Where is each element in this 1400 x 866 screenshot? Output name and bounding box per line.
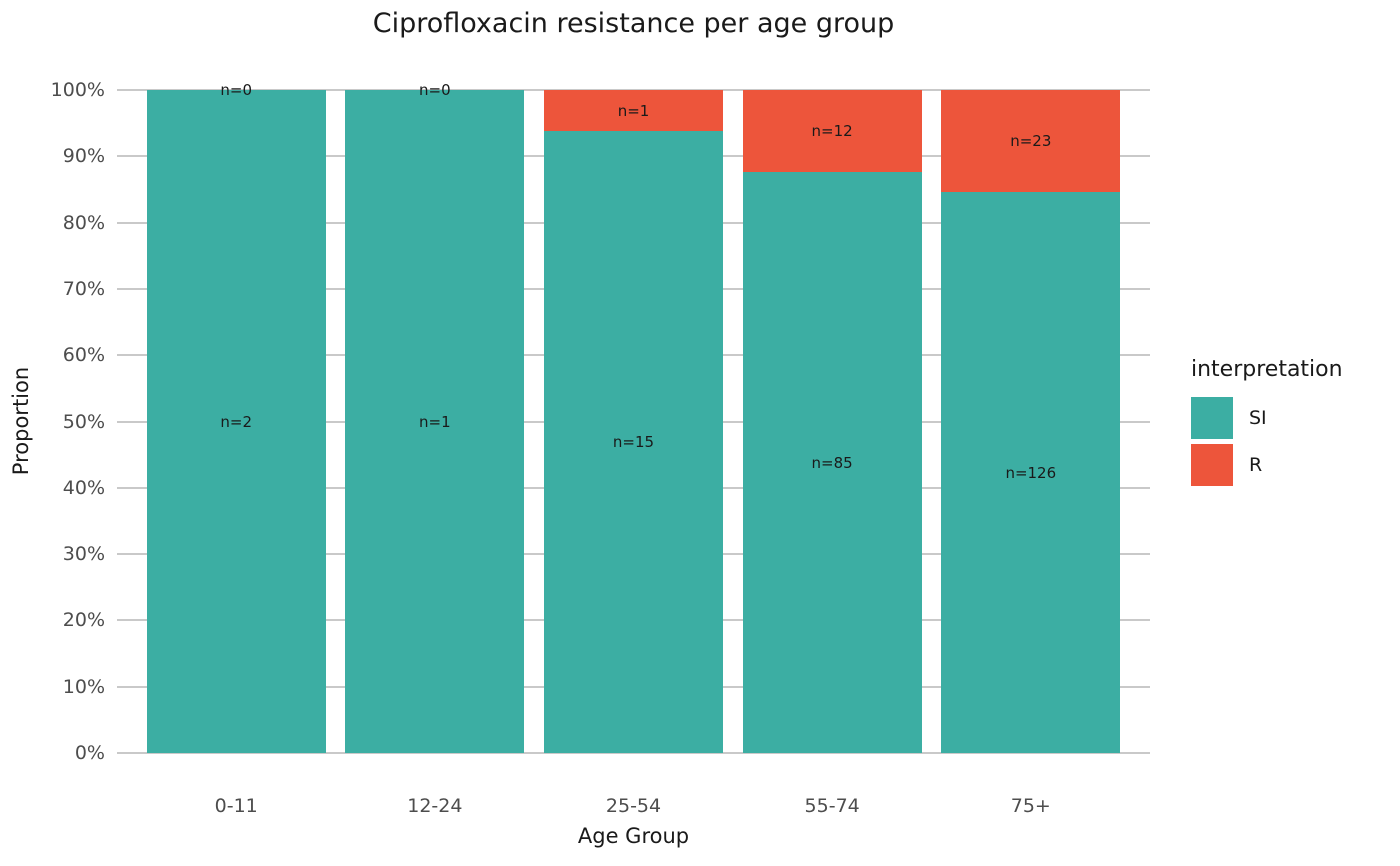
bar-count-label-si: n=1 (419, 412, 451, 431)
y-tick-label: 100% (50, 79, 105, 101)
x-tick-label: 75+ (1010, 795, 1051, 817)
legend-entry-si: SI (1191, 397, 1343, 439)
x-tick-label: 55-74 (804, 795, 860, 817)
y-tick-label: 10% (62, 675, 105, 698)
legend-swatch-si (1191, 397, 1233, 439)
y-tick-label: 50% (62, 410, 105, 433)
bar-count-label-si: n=85 (811, 453, 853, 472)
bar-count-label-r: n=0 (419, 81, 451, 99)
bar-segment-si (146, 90, 326, 753)
y-tick-label: 60% (62, 344, 105, 367)
legend-swatch-r (1191, 444, 1233, 486)
bar-count-label-si: n=2 (220, 412, 252, 431)
bar-segment-si (544, 131, 723, 753)
y-tick-label: 0% (74, 742, 105, 764)
bar-segment-r (941, 90, 1121, 193)
bar-count-label-r: n=23 (1010, 132, 1052, 151)
gridline-0% (117, 752, 1150, 754)
x-tick-label: 12-24 (407, 795, 463, 817)
legend-title: interpretation (1191, 357, 1343, 382)
legend-entries: SI R (1191, 397, 1343, 486)
y-tick-label: 40% (62, 476, 105, 499)
x-axis-title: Age Group (577, 824, 690, 848)
y-tick-label: 80% (62, 211, 105, 234)
bar-count-label-si: n=126 (1005, 463, 1057, 482)
x-tick-label: 0-11 (214, 795, 258, 817)
bar-count-label-r: n=1 (617, 101, 650, 120)
legend-label: R (1249, 454, 1263, 476)
x-tick-label: 25-54 (605, 795, 662, 817)
bar-segment-si (345, 90, 525, 753)
bar-count-label-r: n=12 (811, 122, 853, 140)
legend-label: SI (1249, 407, 1267, 429)
bar-segment-r (544, 90, 723, 132)
legend: interpretation SI R (1191, 357, 1343, 491)
bar-count-label-si: n=15 (612, 433, 655, 452)
bar-segment-r (742, 90, 922, 173)
bar-count-label-r: n=0 (220, 81, 252, 99)
bar-segment-si (941, 192, 1121, 753)
y-tick-label: 70% (62, 277, 105, 300)
chart-title: Ciprofloxacin resistance per age group (372, 8, 895, 39)
y-tick-label: 90% (62, 145, 105, 168)
bar-segment-si (742, 172, 922, 753)
y-tick-label: 30% (62, 543, 105, 566)
y-tick-label: 20% (62, 609, 105, 632)
legend-entry-r: R (1191, 444, 1343, 486)
